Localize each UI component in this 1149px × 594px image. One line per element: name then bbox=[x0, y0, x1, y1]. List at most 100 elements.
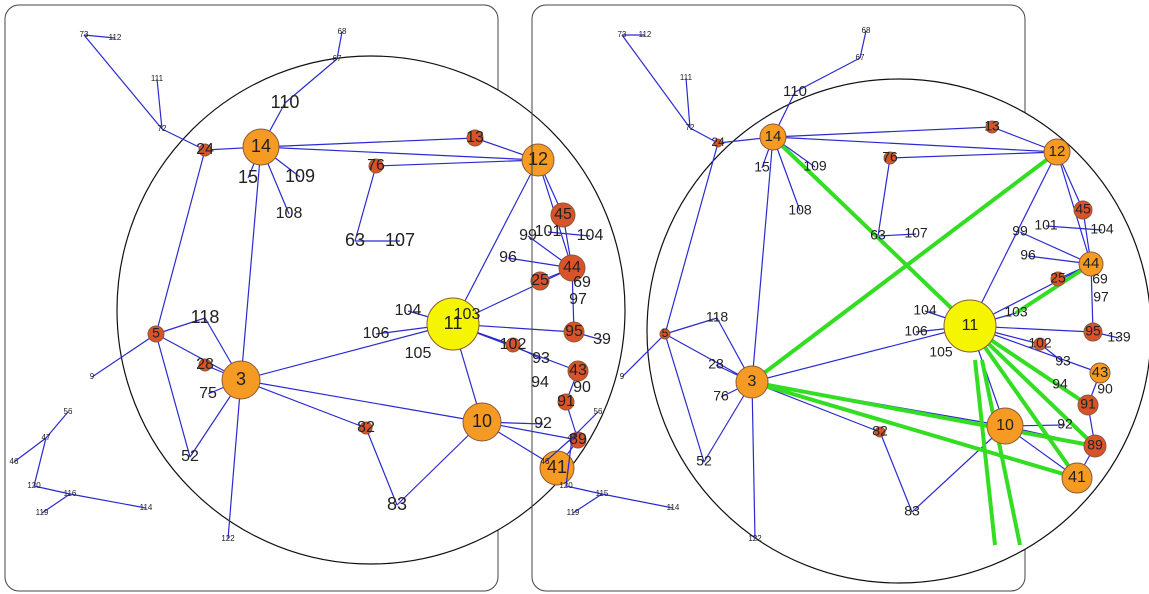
node bbox=[1061, 462, 1093, 494]
edge bbox=[751, 325, 971, 383]
node-label: 24 bbox=[196, 141, 214, 158]
edge bbox=[155, 317, 206, 335]
edge bbox=[452, 159, 539, 325]
node-label: 122 bbox=[748, 534, 762, 543]
node-label: 73 bbox=[80, 30, 89, 39]
node-label: 90 bbox=[573, 379, 591, 396]
node bbox=[557, 393, 575, 411]
edge bbox=[284, 58, 338, 104]
edge bbox=[565, 437, 573, 487]
node bbox=[1073, 200, 1093, 220]
node-label: 118 bbox=[191, 307, 220, 327]
highlight-edge bbox=[973, 359, 997, 546]
node-label: 95 bbox=[565, 323, 583, 340]
edge bbox=[621, 333, 666, 378]
panel-graph: 73 11268671117295647461201161191141221424… bbox=[10, 27, 626, 565]
edge bbox=[689, 127, 719, 144]
node-label: 41 bbox=[1068, 469, 1086, 486]
edge bbox=[879, 431, 913, 513]
node-label: 68 bbox=[862, 26, 871, 35]
node-label: 101 bbox=[535, 223, 562, 240]
node-label: 122 bbox=[221, 534, 235, 543]
edge bbox=[41, 493, 71, 514]
node-label: 119 bbox=[567, 508, 580, 517]
node-label: 67 bbox=[333, 54, 342, 63]
node-label: 52 bbox=[181, 448, 199, 465]
edge bbox=[911, 425, 1006, 513]
node-label: 24 bbox=[711, 135, 725, 149]
node-label: 91 bbox=[1080, 396, 1096, 412]
node-label: 91 bbox=[557, 393, 575, 410]
node-label: 56 bbox=[64, 407, 73, 416]
highlight-edge bbox=[751, 380, 1096, 448]
node-label: 106 bbox=[363, 325, 390, 342]
node-label: 96 bbox=[1020, 247, 1036, 263]
node bbox=[874, 426, 886, 438]
node-label: 13 bbox=[984, 118, 1000, 134]
node-label: 5 bbox=[662, 326, 669, 340]
edge bbox=[685, 77, 691, 129]
edge bbox=[889, 151, 1058, 159]
node-label: 76 bbox=[882, 149, 898, 165]
node-label: 67 bbox=[856, 53, 865, 62]
node-label: 104 bbox=[577, 227, 604, 244]
node bbox=[943, 299, 997, 353]
node-label: 52 bbox=[696, 453, 712, 469]
edge bbox=[83, 34, 116, 39]
edge bbox=[664, 317, 718, 335]
node-label: 115 bbox=[596, 489, 609, 498]
node bbox=[1050, 271, 1066, 287]
node-label: 72 bbox=[158, 124, 167, 133]
node bbox=[198, 143, 212, 157]
node-label: 114 bbox=[140, 503, 153, 512]
node-label: 41 bbox=[547, 457, 567, 477]
edge bbox=[13, 437, 47, 463]
edge bbox=[621, 34, 691, 129]
edge bbox=[571, 411, 599, 439]
node-label: 12 bbox=[1049, 143, 1066, 160]
node bbox=[1083, 322, 1103, 342]
edge bbox=[1019, 231, 1092, 265]
node-label: 89 bbox=[569, 431, 587, 448]
node bbox=[530, 271, 550, 291]
node bbox=[713, 138, 723, 148]
highlight-edge bbox=[968, 324, 1079, 480]
edge bbox=[227, 379, 242, 540]
highlight-edge bbox=[771, 135, 972, 328]
edge bbox=[240, 379, 367, 429]
node-label: 109 bbox=[285, 166, 315, 186]
node-label: 139 bbox=[1107, 329, 1131, 345]
edge bbox=[601, 493, 674, 509]
node bbox=[198, 358, 212, 372]
node bbox=[985, 120, 999, 134]
edge bbox=[240, 323, 454, 381]
edge bbox=[83, 34, 163, 130]
edge bbox=[572, 493, 603, 514]
node-label: 44 bbox=[1083, 255, 1100, 272]
node bbox=[147, 325, 165, 343]
node-label: 69 bbox=[573, 274, 591, 291]
node-label: 56 bbox=[594, 407, 603, 416]
node-label: 103 bbox=[454, 306, 481, 323]
edge bbox=[336, 31, 343, 60]
node bbox=[986, 407, 1024, 445]
edge bbox=[969, 151, 1058, 327]
node-label: 107 bbox=[385, 230, 415, 250]
node-label: 11 bbox=[444, 313, 463, 333]
node-label: 45 bbox=[554, 206, 572, 223]
panel-graph: 73 112 68671117295647461201151191141221424… bbox=[541, 26, 1149, 584]
node-label: 110 bbox=[271, 92, 300, 112]
highlight-edge bbox=[980, 359, 1022, 546]
node-label: 13 bbox=[466, 129, 484, 146]
node bbox=[558, 254, 586, 282]
node bbox=[1089, 362, 1111, 384]
node-label: 99 bbox=[519, 227, 537, 244]
node bbox=[521, 143, 555, 177]
edge bbox=[260, 137, 476, 148]
node bbox=[759, 123, 787, 151]
node-label: 76 bbox=[713, 388, 729, 404]
node bbox=[242, 128, 280, 166]
node bbox=[1077, 394, 1099, 416]
node-label: 104 bbox=[1090, 221, 1114, 237]
edge bbox=[751, 136, 774, 383]
